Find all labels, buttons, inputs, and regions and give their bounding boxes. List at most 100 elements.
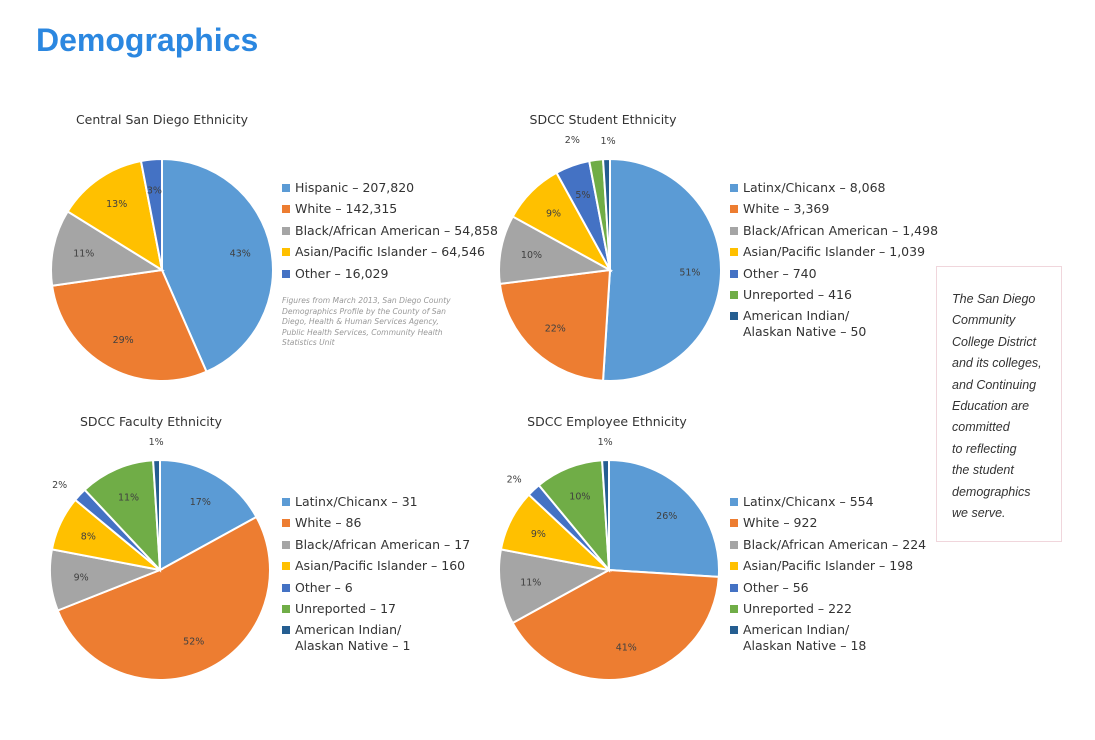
pie-label-student-3: 9% xyxy=(546,208,561,219)
pie-slice-central-3 xyxy=(66,159,164,273)
legend-item: Other – 740 xyxy=(730,266,938,287)
pie-slice-employee-2 xyxy=(498,548,612,625)
legend-swatch xyxy=(282,205,290,214)
legend-swatch xyxy=(730,205,738,214)
legend-swatch xyxy=(282,226,290,235)
pie-slice-student-1 xyxy=(498,268,612,382)
legend-item: White – 86 xyxy=(282,515,470,536)
pie-label-faculty-3: 8% xyxy=(81,531,96,542)
sidebar-note-line: committed xyxy=(952,420,1010,435)
pie-slice-faculty-6 xyxy=(152,458,161,571)
pie-label-central-3: 13% xyxy=(106,199,127,210)
chart-title-central: Central San Diego Ethnicity xyxy=(75,112,249,127)
pie-label-student-5: 2% xyxy=(565,135,580,146)
legend-swatch xyxy=(730,269,738,278)
legend-label: Other – 740 xyxy=(743,265,817,281)
legend-swatch xyxy=(282,562,290,571)
legend-item: White – 142,315 xyxy=(282,201,498,222)
pie-label-employee-0: 26% xyxy=(656,511,677,522)
legend-employee: Latinx/Chicanx – 554 White – 922 Black/Afr… xyxy=(730,494,927,653)
legend-label: Unreported – 416 xyxy=(743,286,852,302)
pie-label-employee-6: 1% xyxy=(598,437,613,448)
pie-label-employee-1: 41% xyxy=(616,642,637,653)
legend-label: Black/African American – 1,498 xyxy=(743,222,939,238)
legend-label: Asian/Pacific Islander – 64,546 xyxy=(295,244,485,260)
pie-label-faculty-5: 11% xyxy=(118,492,139,503)
legend-central: Hispanic – 207,820 White – 142,315 Black/A… xyxy=(282,180,498,287)
sidebar-note-line: and its colleges, xyxy=(952,356,1042,371)
pie-slice-student-6 xyxy=(601,157,611,271)
legend-label: Other – 56 xyxy=(743,579,809,595)
legend-swatch xyxy=(730,226,738,235)
sidebar-note-line: to reflecting xyxy=(952,441,1017,456)
pie-label-employee-2: 11% xyxy=(520,577,541,588)
legend-swatch xyxy=(282,604,290,613)
legend-swatch xyxy=(282,184,290,192)
legend-label: Unreported – 17 xyxy=(295,600,396,616)
legend-label: White – 3,369 xyxy=(743,201,830,217)
pie-label-central-1: 29% xyxy=(113,335,134,346)
pie-label-student-1: 22% xyxy=(545,323,566,334)
legend-label: White – 922 xyxy=(743,515,818,531)
legend-label: Other – 16,029 xyxy=(295,265,389,281)
legend-item: Unreported – 222 xyxy=(730,601,926,622)
legend-item: American Indian/ Alaskan Native – 18 xyxy=(730,622,926,653)
sidebar-note-line: the student xyxy=(952,463,1014,478)
pie-label-faculty-4: 2% xyxy=(52,480,67,491)
legend-label: Black/African American – 54,858 xyxy=(295,222,498,238)
legend-label: Hispanic – 207,820 xyxy=(295,180,415,195)
legend-swatch xyxy=(730,626,738,635)
pie-label-central-0: 43% xyxy=(230,249,251,260)
legend-swatch xyxy=(282,269,290,278)
pie-label-faculty-1: 52% xyxy=(183,637,204,648)
legend-label: White – 142,315 xyxy=(295,201,398,217)
legend-label: Black/African American – 224 xyxy=(743,536,927,552)
legend-label: Latinx/Chicanx – 8,068 xyxy=(743,180,886,195)
sidebar-note-line: The San Diego xyxy=(952,292,1036,306)
pie-slice-central-2 xyxy=(50,210,165,287)
pie-label-central-2: 11% xyxy=(73,249,94,260)
legend-item: Unreported – 416 xyxy=(730,287,938,308)
legend-label: Black/African American – 17 xyxy=(295,536,471,552)
sidebar-note-line: demographics xyxy=(952,484,1031,499)
legend-label: Asian/Pacific Islander – 160 xyxy=(295,558,466,574)
legend-label: Latinx/Chicanx – 554 xyxy=(743,494,874,509)
legend-swatch xyxy=(730,540,738,549)
pie-label-employee-5: 10% xyxy=(569,491,590,502)
pie-label-faculty-6: 1% xyxy=(149,437,164,448)
legend-swatch xyxy=(282,248,290,257)
legend-item: Unreported – 17 xyxy=(282,601,470,622)
legend-item: White – 3,369 xyxy=(730,201,938,222)
legend-item: Black/African American – 54,858 xyxy=(282,223,498,244)
legend-item: Other – 16,029 xyxy=(282,266,498,287)
pie-slice-central-4 xyxy=(139,157,163,271)
legend-item: Latinx/Chicanx – 8,068 xyxy=(730,180,938,201)
sidebar-note-line: Education are xyxy=(952,399,1030,414)
legend-swatch xyxy=(282,583,290,592)
page-title: Demographics xyxy=(36,22,259,58)
footnote: Figures from March 2013, San Diego Count… xyxy=(282,296,451,347)
legend-item: Asian/Pacific Islander – 1,039 xyxy=(730,244,938,265)
legend-label: White – 86 xyxy=(295,515,362,531)
legend-label: Unreported – 222 xyxy=(743,600,852,616)
legend-item: Asian/Pacific Islander – 160 xyxy=(282,558,470,579)
pie-slice-employee-0 xyxy=(608,458,720,578)
sidebar-note-line: Community xyxy=(952,313,1016,328)
legend-swatch xyxy=(730,562,738,571)
pie-label-employee-4: 2% xyxy=(507,475,522,486)
pie-label-student-2: 10% xyxy=(521,250,542,261)
pie-label-employee-3: 9% xyxy=(531,529,546,540)
legend-item: Black/African American – 1,498 xyxy=(730,223,938,244)
legend-label: American Indian/ Alaskan Native – 50 xyxy=(743,308,867,340)
legend-label: Asian/Pacific Islander – 1,039 xyxy=(743,244,926,260)
legend-item: Other – 6 xyxy=(282,580,470,601)
legend-swatch xyxy=(730,184,738,192)
chart-title-employee: SDCC Employee Ethnicity xyxy=(527,414,687,429)
sidebar-note-line: College District xyxy=(952,334,1037,349)
pie-slice-employee-1 xyxy=(511,568,720,681)
sidebar-note-line: and Continuing xyxy=(952,377,1037,392)
pie-slice-central-0 xyxy=(161,157,274,374)
pie-slice-employee-6 xyxy=(601,458,610,571)
legend-swatch xyxy=(282,626,290,635)
